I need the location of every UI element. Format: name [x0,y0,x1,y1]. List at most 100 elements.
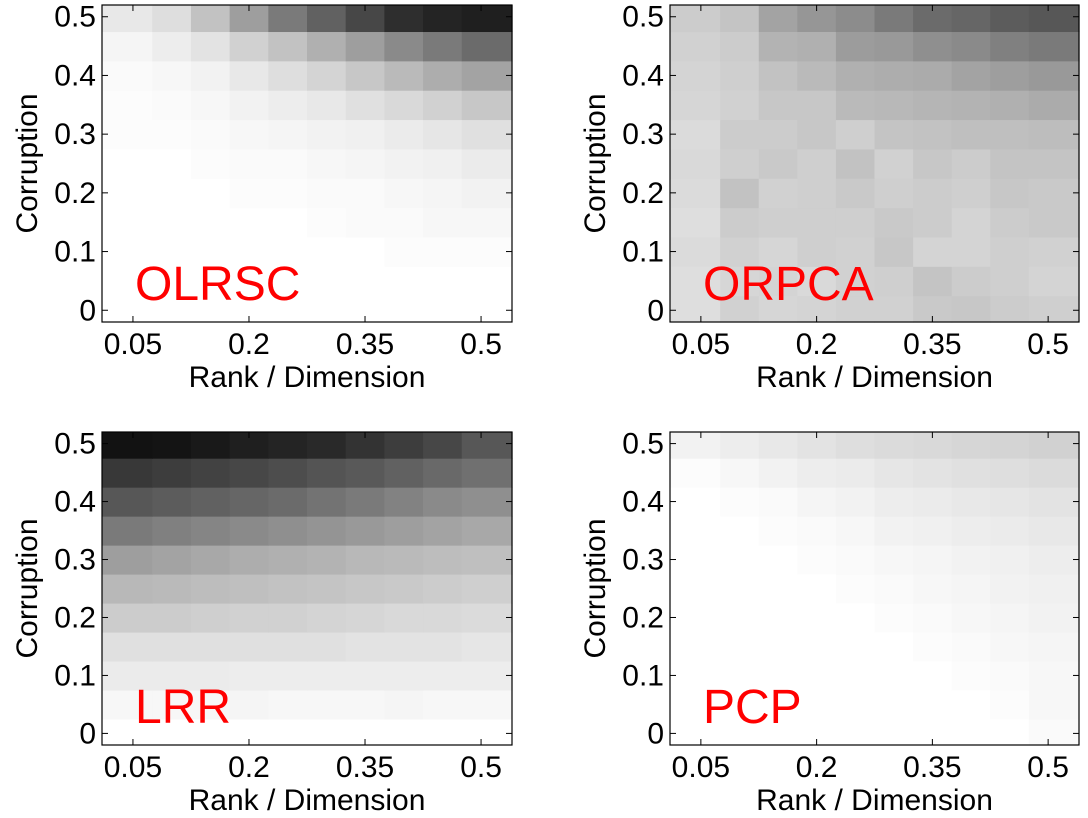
heatmap-cell [670,266,721,297]
heatmap-cell [720,602,760,633]
heatmap-cell [670,60,721,91]
heatmap-cell [670,432,721,459]
x-tick-label: 0.5 [460,751,502,784]
heatmap-cell [190,60,231,91]
heatmap-cell [229,631,269,662]
heatmap-cell [951,602,991,633]
heatmap-cell [835,236,876,267]
heatmap-cell [874,31,914,62]
heatmap-cell [461,207,513,238]
heatmap-cell [461,119,513,150]
heatmap-cell [190,207,231,238]
heatmap-cell [461,545,513,575]
heatmap-cell [102,207,153,238]
heatmap-cell [720,631,760,662]
chart-panel-orpca: 0.05 0.2 0.35 0.5 0 0.1 0.2 0.3 0.4 0.5 Rank / Dim… [579,1,1080,394]
heatmap-cell [951,236,991,267]
heatmap-cell [913,178,953,209]
heatmap-cell [720,718,760,746]
heatmap-cell [229,90,269,121]
heatmap-cell [345,178,385,209]
heatmap-cell [720,90,760,121]
axes-frame [669,4,1080,323]
heatmap-cell [423,5,463,33]
heatmap-cell [758,660,798,691]
heatmap-cell [102,516,153,546]
heatmap-cell [990,718,1030,746]
method-label: ORPCA [703,258,874,311]
heatmap-cell [307,458,347,488]
heatmap-cell [874,458,914,488]
heatmap-cell [1028,432,1080,459]
heatmap-cell [307,207,347,238]
heatmap-cell [423,90,463,121]
heatmap-cell [951,718,991,746]
heatmap-cell [423,236,463,267]
x-tick-label: 0.05 [104,751,162,784]
heatmap-cell [913,574,953,604]
y-tick-label: 0.2 [622,601,664,634]
heatmap-cell [913,148,953,179]
heatmap-cell [345,266,385,297]
heatmap-cell [758,5,798,33]
heatmap-cell [990,178,1030,209]
heatmap-cell [152,516,192,546]
heatmap-cell [102,266,153,297]
heatmap-cell [758,266,798,297]
heatmap-cell [152,660,192,691]
heatmap-cell [423,689,463,720]
heatmap-cell [152,178,192,209]
heatmap-cell [670,178,721,209]
heatmap-cell [951,119,991,150]
heatmap-cell [229,689,269,720]
y-axis-label: Corruption [579,518,612,658]
heatmap-cell [951,432,991,459]
heatmap-cell [990,516,1030,546]
chart-panel-lrr: 0.05 0.2 0.35 0.5 0 0.1 0.2 0.3 0.4 0.5 Rank / Dim… [11,428,513,817]
heatmap-cell [152,148,192,179]
heatmap-cell [758,545,798,575]
heatmap-cell [874,5,914,33]
heatmap-cell [1028,458,1080,488]
y-tick-label: 0.2 [54,177,96,210]
heatmap-cell [913,516,953,546]
heatmap-cell [268,432,308,459]
heatmap-cell [461,148,513,179]
heatmap-cell [461,5,513,33]
heatmap-cell [797,207,837,238]
x-axis-label: Rank / Dimension [756,361,993,394]
heatmap-cell [102,545,153,575]
heatmap-cell [913,631,953,662]
heatmap-cell [990,574,1030,604]
heatmap-cell [874,602,914,633]
heatmap-cell [190,90,231,121]
heatmap-cell [190,266,231,297]
heatmap-cell [758,602,798,633]
heatmap-cell [152,718,192,746]
heatmap-cell [229,574,269,604]
heatmap-cell [461,487,513,517]
heatmap-cell [670,5,721,33]
heatmap-cell [874,631,914,662]
heatmap-cell [423,432,463,459]
heatmap-cell [152,236,192,267]
heatmap-cell [758,516,798,546]
heatmap-cell [268,545,308,575]
y-tick-label: 0.4 [54,59,96,92]
heatmap-cell [152,60,192,91]
heatmap-cell [720,148,760,179]
heatmap-cell [345,148,385,179]
heatmap-cell [190,602,231,633]
heatmap-cell [835,458,876,488]
heatmap-cell [307,178,347,209]
heatmap-cell [951,458,991,488]
heatmap-cell [835,432,876,459]
heatmap-cell [913,119,953,150]
heatmap-cell [345,631,385,662]
chart-panel-olrsc: 0.05 0.2 0.35 0.5 0 0.1 0.2 0.3 0.4 0.5 Rank / Dim… [11,1,513,394]
heatmap-cell [102,148,153,179]
heatmap-cell [797,236,837,267]
heatmap-cell [670,31,721,62]
heatmap-cell [990,432,1030,459]
